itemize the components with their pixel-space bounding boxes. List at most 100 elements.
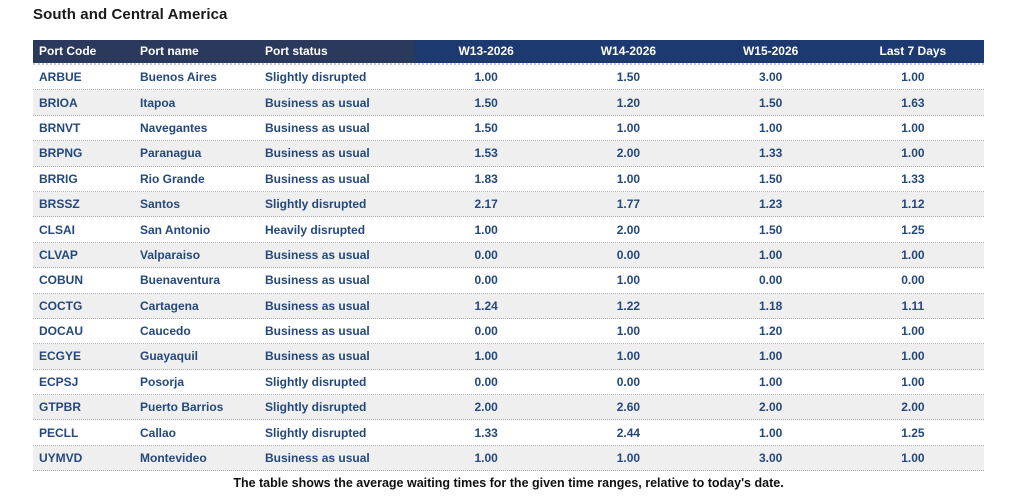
port-status-cell: Slightly disrupted [265,425,367,440]
port-name-cell: Caucedo [140,324,191,339]
port-name-cell: Navegantes [140,120,208,135]
table-row: COCTG Cartagena Business as usual 1.24 1… [33,293,984,319]
col-header-w14-2026: W14-2026 [557,40,700,63]
port-code-cell: GTPBR [39,400,81,415]
last-7-days-value-cell: 1.00 [901,374,925,389]
w14-2026-value-cell: 1.00 [616,324,641,339]
table-row: ECPSJ Posorja Slightly disrupted 0.00 0.… [33,369,984,396]
table-header-row: Port Code Port name Port status W13-2026… [33,40,984,65]
last-7-days-value-cell: 1.33 [901,171,925,186]
col-header-port-status: Port status [265,40,415,63]
port-code-cell: BRNVT [39,120,81,135]
last-7-days-value-cell: 1.00 [901,324,925,339]
col-header-last-7-days: Last 7 Days [841,40,984,63]
port-code-cell: DOCAU [39,324,83,339]
w14-2026-value-cell: 1.00 [616,349,641,364]
port-code-cell: UYMVD [39,451,83,466]
w15-2026-value-cell: 1.00 [758,120,783,135]
port-code-cell: ARBUE [39,70,82,85]
col-header-w13-2026: W13-2026 [415,40,558,63]
w13-2026-value-cell: 1.83 [474,171,498,186]
col-header-port-name: Port name [140,40,265,63]
port-status-cell: Slightly disrupted [265,374,367,389]
w13-2026-value-cell: 1.53 [474,146,498,161]
last-7-days-value-cell: 1.25 [901,425,925,440]
last-7-days-value-cell: 1.63 [901,95,925,110]
last-7-days-value-cell: 1.00 [901,70,925,85]
table-row: UYMVD Montevideo Business as usual 1.00 … [33,445,984,472]
table-row: DOCAU Caucedo Business as usual 0.00 1.0… [33,318,984,345]
port-status-cell: Business as usual [265,247,370,262]
w15-2026-value-cell: 1.50 [758,222,783,237]
w14-2026-value-cell: 0.00 [616,374,641,389]
port-name-cell: Santos [140,197,181,212]
last-7-days-value-cell: 0.00 [901,273,925,288]
w13-2026-value-cell: 0.00 [474,273,498,288]
table-footnote: The table shows the average waiting time… [233,476,784,490]
port-status-cell: Business as usual [265,451,370,466]
port-name-cell: Cartagena [140,298,199,313]
w15-2026-value-cell: 0.00 [758,273,783,288]
port-status-cell: Slightly disrupted [265,70,367,85]
w14-2026-value-cell: 1.50 [616,70,641,85]
port-name-cell: Posorja [140,374,185,389]
table-body: ARBUE Buenos Aires Slightly disrupted 1.… [33,65,984,472]
w13-2026-value-cell: 1.33 [474,425,498,440]
table-row: BRRIG Rio Grande Business as usual 1.83 … [33,166,984,192]
w13-2026-value-cell: 1.24 [474,298,498,313]
w14-2026-value-cell: 1.00 [616,120,641,135]
port-name-cell: San Antonio [140,222,211,237]
w14-2026-value-cell: 1.00 [616,451,641,466]
w13-2026-value-cell: 0.00 [474,247,498,262]
last-7-days-value-cell: 1.12 [901,197,925,212]
table-row: GTPBR Puerto Barrios Slightly disrupted … [33,395,984,421]
port-status-cell: Business as usual [265,273,370,288]
port-waiting-times-table: Port Code Port name Port status W13-2026… [33,40,984,472]
col-header-port-code: Port Code [33,40,140,63]
w14-2026-value-cell: 1.00 [616,171,641,186]
w15-2026-value-cell: 3.00 [758,451,783,466]
w15-2026-value-cell: 1.50 [758,171,783,186]
port-code-cell: BRSSZ [39,197,80,212]
port-name-cell: Rio Grande [140,171,205,186]
w14-2026-value-cell: 2.60 [616,400,641,415]
col-header-w15-2026: W15-2026 [699,40,842,63]
port-status-cell: Business as usual [265,171,370,186]
w13-2026-value-cell: 1.00 [474,222,498,237]
port-code-cell: PECLL [39,425,79,440]
table-row: BRPNG Paranagua Business as usual 1.53 2… [33,141,984,167]
port-status-cell: Business as usual [265,349,370,364]
w14-2026-value-cell: 2.44 [616,425,641,440]
w13-2026-value-cell: 0.00 [474,324,498,339]
table-row: COBUN Buenaventura Business as usual 0.0… [33,268,984,294]
port-status-cell: Business as usual [265,298,370,313]
port-code-cell: ECPSJ [39,374,79,389]
port-name-cell: Callao [140,425,177,440]
w15-2026-value-cell: 1.50 [758,95,783,110]
w15-2026-value-cell: 1.20 [758,324,783,339]
port-name-cell: Buenaventura [140,273,221,288]
table-row: CLSAI San Antonio Heavily disrupted 1.00… [33,217,984,243]
port-code-cell: ECGYE [39,349,82,364]
w13-2026-value-cell: 0.00 [474,374,498,389]
w13-2026-value-cell: 2.00 [474,400,498,415]
port-status-cell: Business as usual [265,146,370,161]
last-7-days-value-cell: 1.00 [901,349,925,364]
w15-2026-value-cell: 1.00 [758,374,783,389]
port-code-cell: BRPNG [39,146,83,161]
last-7-days-value-cell: 1.00 [901,247,925,262]
port-name-cell: Puerto Barrios [140,400,224,415]
w15-2026-value-cell: 1.18 [758,298,783,313]
port-status-cell: Slightly disrupted [265,400,367,415]
last-7-days-value-cell: 1.00 [901,146,925,161]
w15-2026-value-cell: 1.00 [758,349,783,364]
port-name-cell: Buenos Aires [140,70,217,85]
w14-2026-value-cell: 2.00 [616,146,641,161]
w15-2026-value-cell: 1.23 [758,197,783,212]
w13-2026-value-cell: 1.50 [474,95,498,110]
w13-2026-value-cell: 1.00 [474,451,498,466]
page-title: South and Central America [33,6,228,23]
w15-2026-value-cell: 2.00 [758,400,783,415]
w13-2026-value-cell: 2.17 [474,197,498,212]
